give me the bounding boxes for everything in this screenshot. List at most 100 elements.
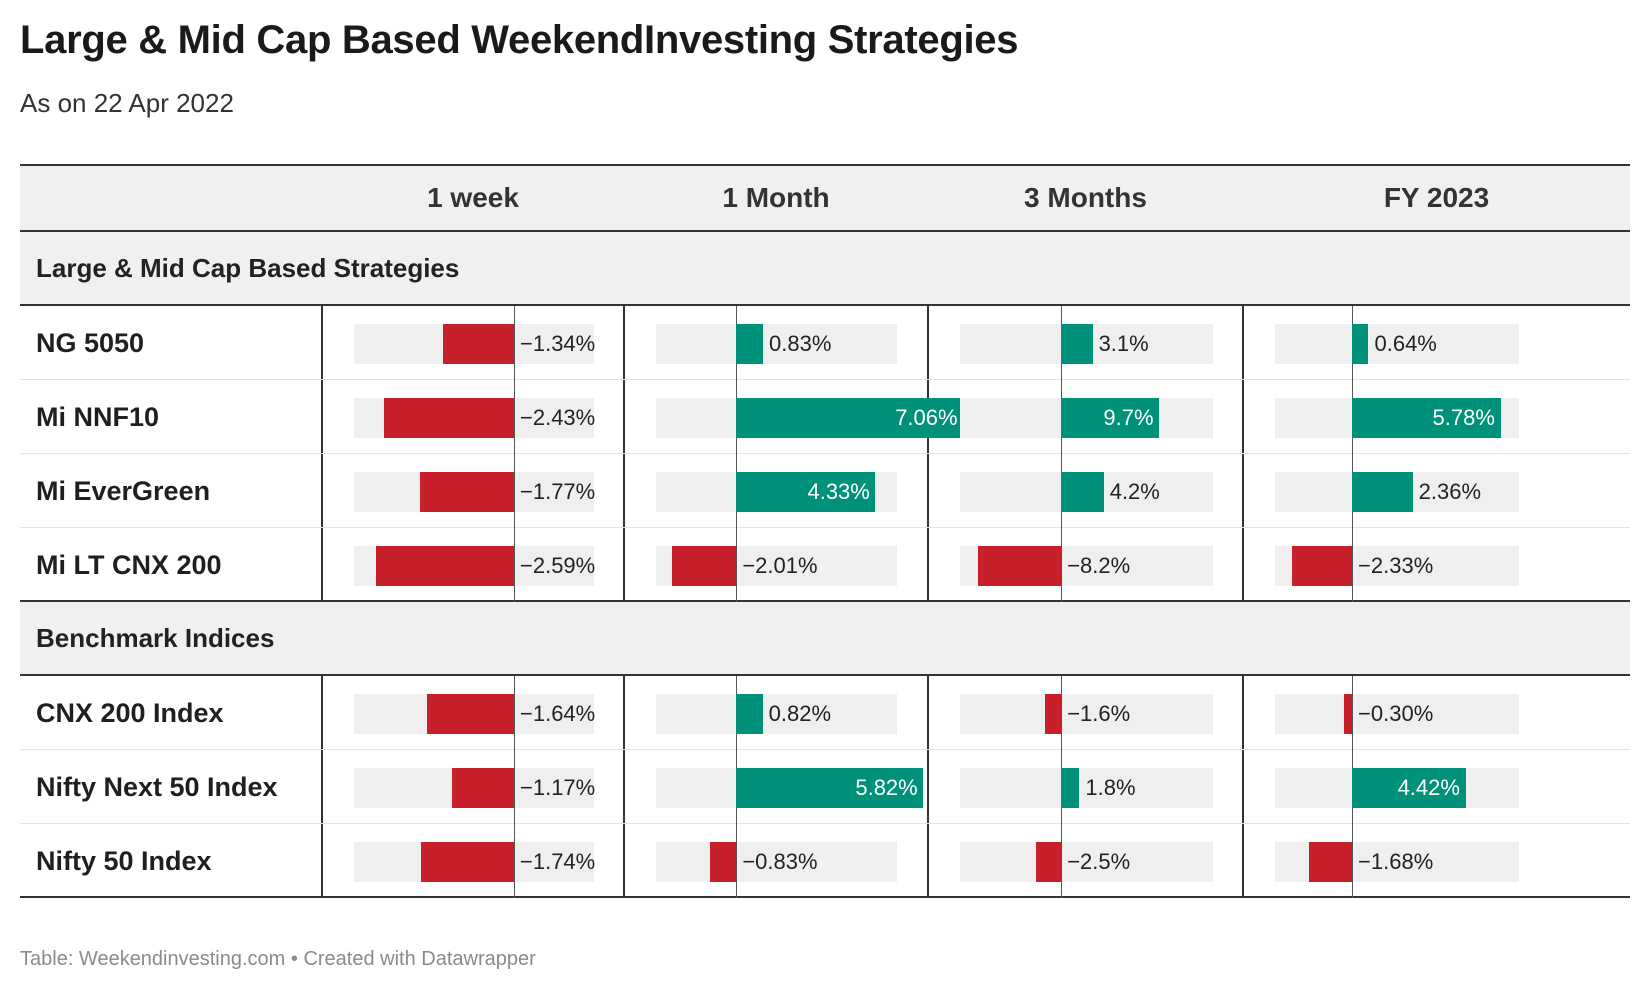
- bar-cell: −2.01%: [656, 528, 897, 602]
- column-divider: [927, 750, 929, 823]
- bar-cell: 2.36%: [1275, 454, 1519, 528]
- column-divider: [927, 306, 929, 379]
- value-label: 4.2%: [1109, 479, 1160, 504]
- column-divider: [321, 528, 323, 600]
- group-header-row: Benchmark Indices: [20, 602, 1630, 676]
- negative-bar: [421, 842, 514, 882]
- column-header-row: 1 week 1 Month 3 Months FY 2023: [20, 164, 1630, 232]
- column-divider: [1242, 528, 1244, 600]
- bar-cell: −0.30%: [1275, 676, 1519, 750]
- group-header-row: Large & Mid Cap Based Strategies: [20, 232, 1630, 306]
- bar-cell: 3.1%: [960, 306, 1213, 380]
- source-footer: Table: Weekendinvesting.com • Created wi…: [20, 948, 536, 970]
- value-label: −1.77%: [520, 479, 596, 504]
- column-header: 1 week: [427, 182, 519, 213]
- bar-cell: 1.8%: [960, 750, 1213, 824]
- value-label: −1.34%: [520, 331, 596, 356]
- negative-bar: [1292, 546, 1353, 586]
- zero-line: [514, 676, 515, 750]
- negative-bar: [451, 768, 514, 808]
- table-row: Nifty Next 50 Index −1.17% 5.82% 1.8% 4.42%: [20, 750, 1630, 824]
- bar-cell: 5.78%: [1275, 380, 1519, 454]
- column-divider: [623, 528, 625, 600]
- value-label: 4.33%: [807, 479, 870, 504]
- row-label: Mi LT CNX 200: [36, 550, 222, 580]
- column-divider: [623, 380, 625, 453]
- negative-bar: [671, 546, 737, 586]
- bar-cell: −1.6%: [960, 676, 1213, 750]
- negative-bar: [1045, 694, 1062, 734]
- bar-cell: −1.34%: [354, 306, 596, 380]
- bar-cell: 4.2%: [960, 454, 1213, 528]
- column-header: 3 Months: [1024, 182, 1147, 213]
- bar-cell: −8.2%: [960, 528, 1213, 602]
- row-label: Nifty 50 Index: [36, 846, 212, 876]
- value-label: 9.7%: [1103, 405, 1154, 430]
- positive-bar: [736, 324, 763, 364]
- positive-bar: [736, 768, 924, 808]
- value-label: −1.74%: [520, 849, 596, 874]
- page-title: Large & Mid Cap Based WeekendInvesting S…: [20, 18, 1019, 62]
- negative-bar: [1344, 694, 1353, 734]
- row-label: Nifty Next 50 Index: [36, 772, 278, 802]
- positive-bar: [1352, 324, 1369, 364]
- value-label: −2.43%: [520, 405, 596, 430]
- positive-bar: [1061, 398, 1160, 438]
- column-divider: [321, 824, 323, 896]
- value-label: 0.83%: [769, 331, 832, 356]
- negative-bar: [426, 694, 514, 734]
- column-divider: [623, 824, 625, 896]
- value-label: −1.64%: [520, 701, 596, 726]
- table-row: NG 5050 −1.34% 0.83% 3.1% 0.64%: [20, 306, 1630, 380]
- zero-line: [1352, 528, 1353, 602]
- negative-bar: [1035, 842, 1062, 882]
- table-row: Mi NNF10 −2.43% 7.06% 9.7% 5.78%: [20, 380, 1630, 454]
- table-row: Mi LT CNX 200 −2.59% −2.01% −8.2% −2.33%: [20, 528, 1630, 602]
- column-divider: [623, 306, 625, 379]
- row-label: NG 5050: [36, 328, 145, 358]
- value-label: −2.59%: [520, 553, 596, 578]
- positive-bar: [1061, 768, 1080, 808]
- bar-cell: 7.06%: [656, 380, 964, 454]
- group-label: Large & Mid Cap Based Strategies: [36, 253, 460, 283]
- returns-table: 1 week 1 Month 3 Months FY 2023 Large & Mid…: [20, 164, 1630, 898]
- value-label: −0.30%: [1358, 701, 1434, 726]
- bar-cell: −1.64%: [354, 676, 596, 750]
- value-label: 1.8%: [1085, 775, 1136, 800]
- zero-line: [514, 454, 515, 528]
- group-label: Benchmark Indices: [36, 623, 275, 653]
- bar-cell: −2.33%: [1275, 528, 1519, 602]
- column-divider: [927, 676, 929, 749]
- positive-bar: [736, 472, 876, 512]
- bar-cell: −1.68%: [1275, 824, 1519, 898]
- negative-bar: [375, 546, 514, 586]
- page-subtitle: As on 22 Apr 2022: [20, 88, 234, 118]
- column-divider: [321, 306, 323, 379]
- row-label: Mi NNF10: [36, 402, 160, 432]
- column-header: FY 2023: [1383, 182, 1490, 213]
- negative-bar: [442, 324, 514, 364]
- positive-bar: [1352, 768, 1466, 808]
- zero-line: [736, 824, 737, 898]
- value-label: 4.42%: [1397, 775, 1460, 800]
- value-label: −1.17%: [520, 775, 596, 800]
- value-label: 5.78%: [1432, 405, 1495, 430]
- value-label: 3.1%: [1098, 331, 1149, 356]
- positive-bar: [1061, 324, 1093, 364]
- zero-line: [1061, 824, 1062, 898]
- zero-line: [514, 380, 515, 454]
- negative-bar: [978, 546, 1062, 586]
- positive-bar: [1352, 472, 1413, 512]
- bar-cell: −2.5%: [960, 824, 1213, 898]
- zero-line: [514, 306, 515, 380]
- column-divider: [1242, 306, 1244, 379]
- table-row: Mi EverGreen −1.77% 4.33% 4.2% 2.36%: [20, 454, 1630, 528]
- value-label: −2.01%: [742, 553, 818, 578]
- negative-bar: [419, 472, 514, 512]
- row-label: CNX 200 Index: [36, 698, 224, 728]
- value-label: −2.5%: [1067, 849, 1131, 874]
- zero-line: [736, 528, 737, 602]
- negative-bar: [709, 842, 737, 882]
- bar-cell: 4.42%: [1275, 750, 1519, 824]
- column-divider: [623, 454, 625, 527]
